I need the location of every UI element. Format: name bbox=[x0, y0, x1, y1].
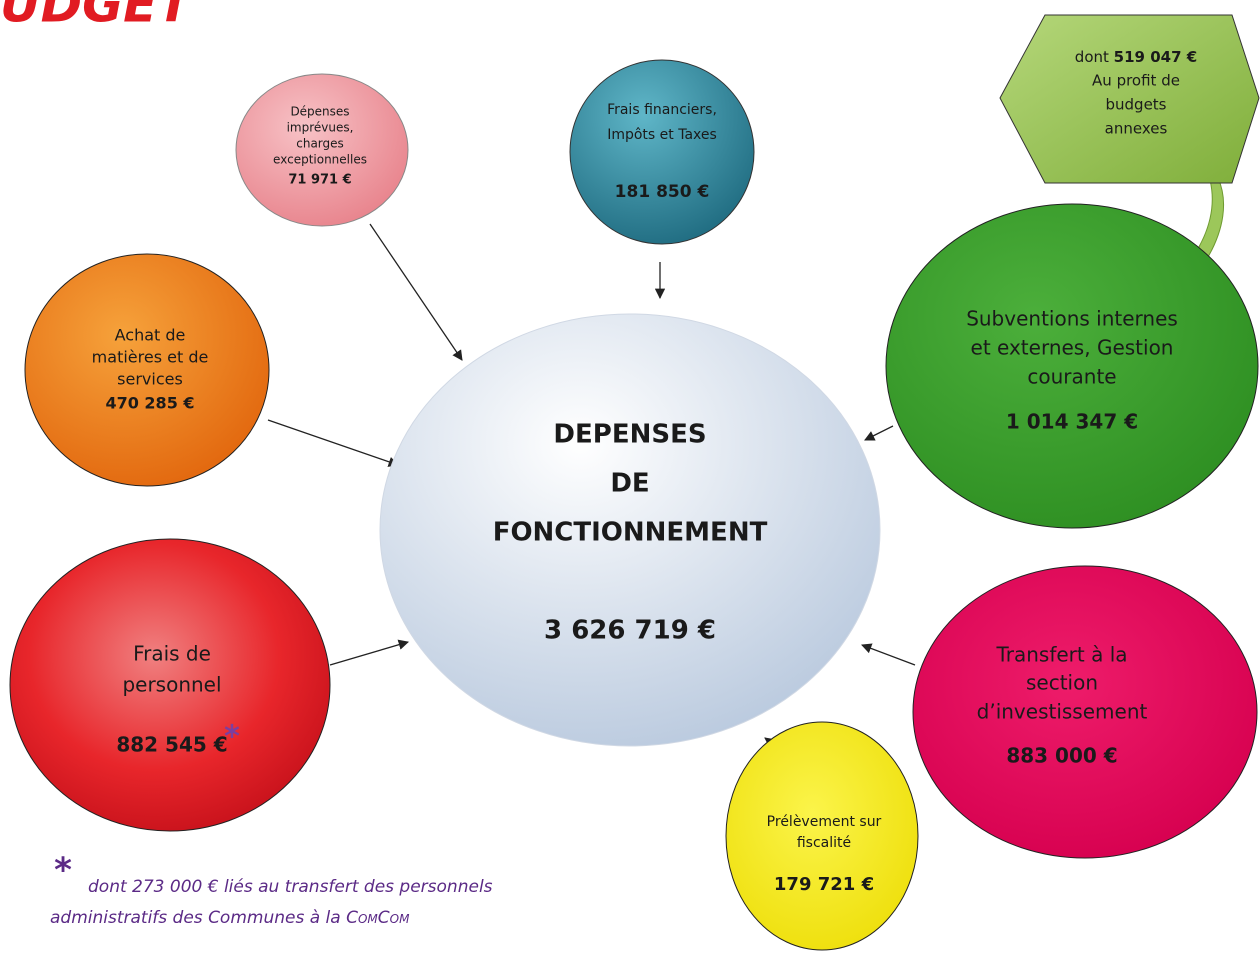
node-line: exceptionnelles bbox=[273, 153, 367, 167]
node-line: services bbox=[117, 370, 183, 389]
arrow bbox=[861, 643, 916, 666]
node-line: personnel bbox=[122, 673, 221, 697]
node-line: fiscalité bbox=[797, 835, 851, 851]
node-line: charges bbox=[296, 137, 344, 151]
center-line: DEPENSES bbox=[553, 420, 706, 450]
node-line: matières et de bbox=[92, 348, 209, 367]
footnote-line: dont 273 000 € liés au transfert des per… bbox=[88, 877, 493, 897]
node-circle bbox=[235, 73, 409, 227]
node-line: courante bbox=[1027, 365, 1116, 389]
node-line: section bbox=[1026, 671, 1098, 695]
node-circle bbox=[9, 538, 331, 832]
center-circle bbox=[379, 313, 881, 747]
arrow bbox=[329, 639, 409, 666]
arrow bbox=[369, 223, 463, 361]
node-amount: 883 000 € bbox=[1006, 744, 1117, 768]
arrow bbox=[864, 425, 894, 441]
annex-line: dont 519 047 € bbox=[1075, 48, 1197, 66]
node-circle bbox=[912, 565, 1258, 859]
node-amount: 882 545 € bbox=[116, 733, 227, 757]
annex-line: annexes bbox=[1105, 120, 1168, 138]
footnote-caps: ComCom bbox=[346, 908, 410, 928]
node-circle bbox=[885, 203, 1259, 529]
center-line: DE bbox=[610, 469, 649, 499]
node-line: Dépenses bbox=[290, 105, 349, 119]
node-amount: 181 850 € bbox=[615, 182, 710, 202]
annex-amount: 519 047 € bbox=[1114, 48, 1198, 66]
center-line: FONCTIONNEMENT bbox=[493, 518, 768, 548]
node-line: d’investissement bbox=[977, 700, 1148, 724]
node-amount: 470 285 € bbox=[105, 394, 194, 413]
node-marker: * bbox=[224, 720, 240, 755]
node-line: Prélèvement sur bbox=[767, 814, 882, 830]
node-line: Subventions internes bbox=[966, 307, 1178, 331]
annex-line: Au profit de bbox=[1092, 72, 1180, 90]
node-amount: 179 721 € bbox=[774, 874, 874, 895]
node-line: Transfert à la bbox=[995, 643, 1127, 667]
node-line: et externes, Gestion bbox=[971, 336, 1174, 360]
node-circle bbox=[725, 721, 919, 951]
title: UDGET bbox=[0, 0, 195, 34]
node-line: imprévues, bbox=[287, 121, 354, 135]
node-circle bbox=[24, 253, 270, 487]
node-amount: 1 014 347 € bbox=[1006, 410, 1138, 434]
annex-hexagon bbox=[999, 14, 1260, 184]
arrow bbox=[267, 419, 399, 467]
node-circle bbox=[569, 59, 755, 245]
node-line: Frais de bbox=[133, 642, 211, 666]
node-line: Achat de bbox=[115, 326, 186, 345]
annex-prefix: dont bbox=[1075, 48, 1109, 66]
node-line: Impôts et Taxes bbox=[607, 127, 717, 143]
footnote-line: administratifs des Communes à la ComCom bbox=[50, 908, 410, 928]
footnote-text: administratifs des Communes à la bbox=[50, 908, 346, 928]
annex-line: budgets bbox=[1106, 96, 1167, 114]
node-line: Frais financiers, bbox=[607, 102, 717, 118]
center-amount: 3 626 719 € bbox=[544, 616, 716, 646]
footnote-marker: * bbox=[54, 851, 72, 891]
node-amount: 71 971 € bbox=[288, 173, 351, 188]
